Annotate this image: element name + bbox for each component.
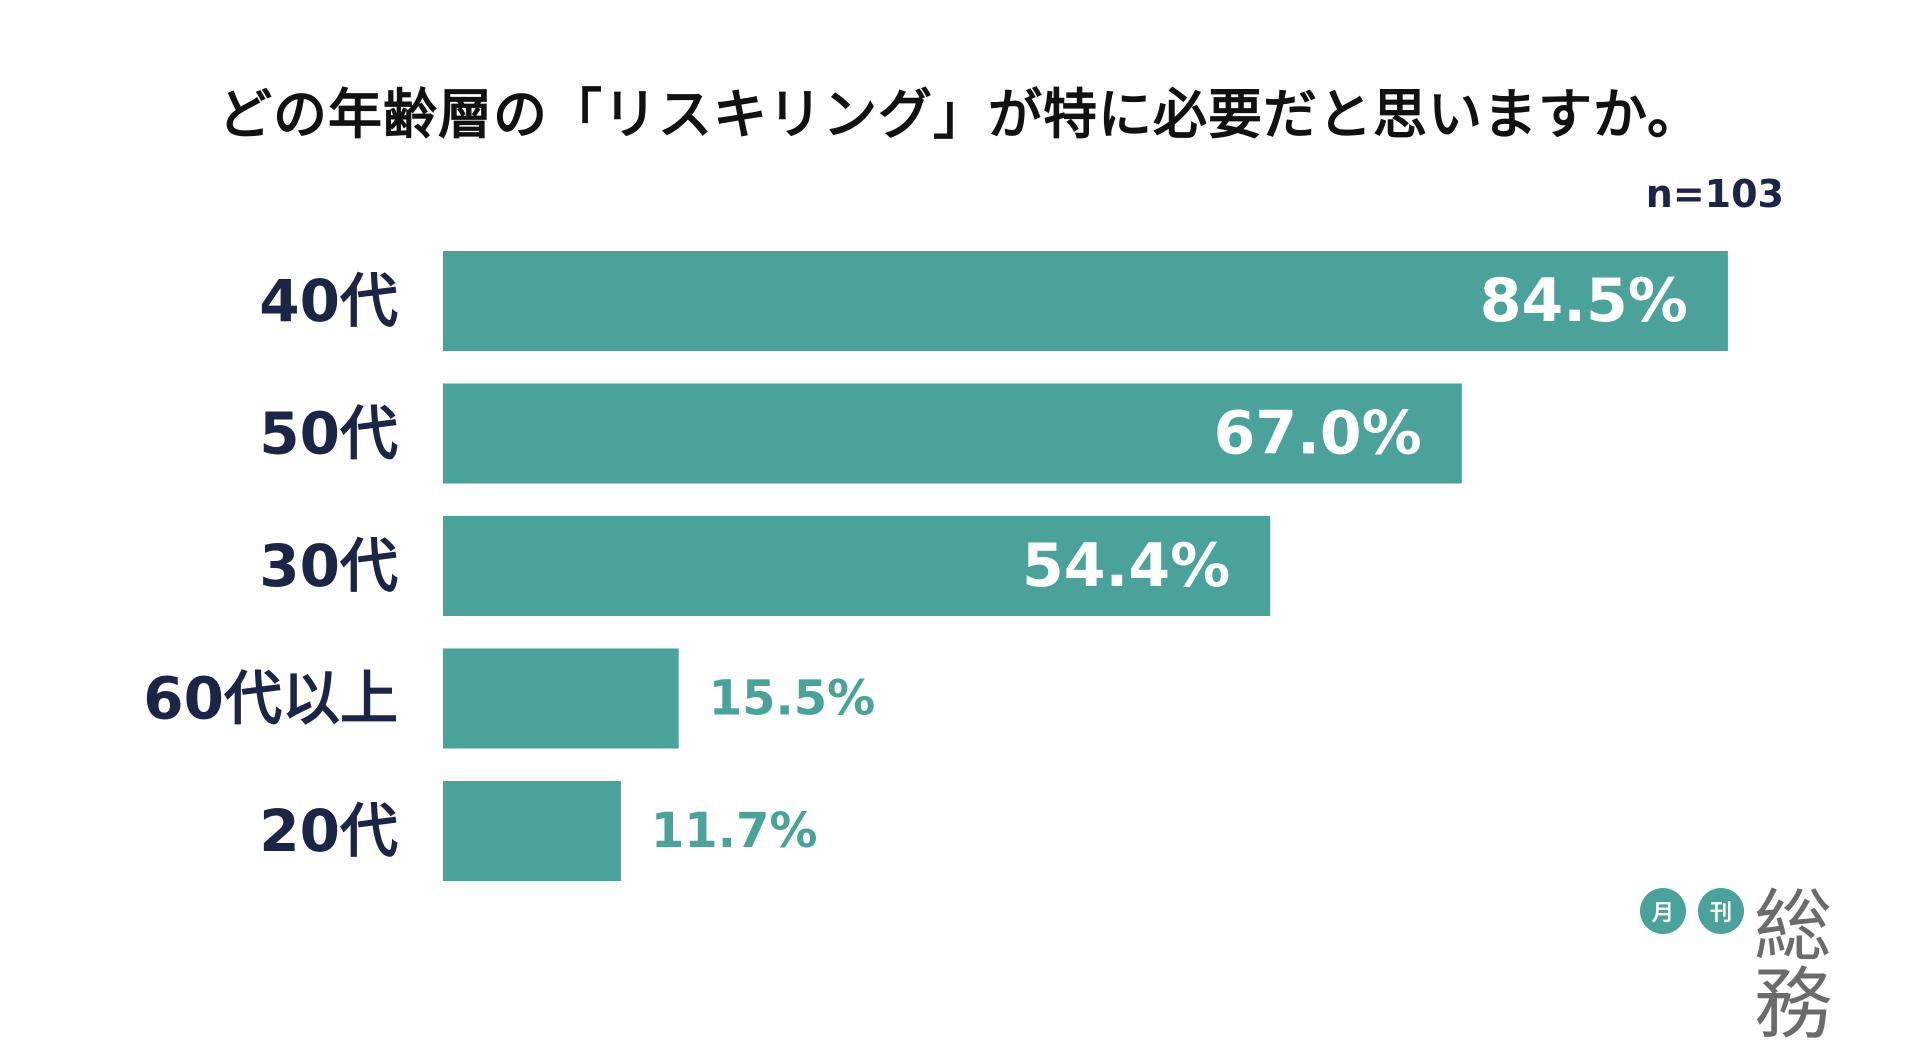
- bar-1: [443, 383, 1462, 484]
- chart-title: どの年齢層の「リスキリング」が特に必要だと思いますか。: [218, 83, 1702, 146]
- category-label-0: 40代: [259, 267, 398, 335]
- value-label-3: 15.5%: [709, 671, 876, 727]
- logo-circle-getsu: 月: [1640, 888, 1686, 934]
- bar-chart: 40代 84.5% 50代 67.0% 30代 54.4% 60代以上 15.5% 20代 11.…: [143, 251, 1728, 881]
- category-label-4: 20代: [259, 797, 398, 865]
- category-label-3: 60代以上: [143, 665, 398, 733]
- sample-size-label: n=103: [1645, 172, 1784, 216]
- value-label-4: 11.7%: [651, 803, 818, 859]
- logo-soumu: 総務: [1754, 882, 1832, 1050]
- value-label-1: 67.0%: [1214, 399, 1422, 469]
- logo-circle-kan: 刊: [1698, 888, 1744, 934]
- category-label-1: 50代: [259, 400, 398, 468]
- publisher-logo: 月 刊 総務: [1640, 888, 1905, 1044]
- bar-2: [443, 516, 1271, 616]
- value-label-2: 54.4%: [1022, 531, 1230, 601]
- category-label-2: 30代: [259, 532, 398, 600]
- bar-0: [443, 251, 1728, 351]
- value-label-0: 84.5%: [1480, 266, 1688, 336]
- bar-3: [443, 648, 679, 749]
- bar-4: [443, 781, 621, 881]
